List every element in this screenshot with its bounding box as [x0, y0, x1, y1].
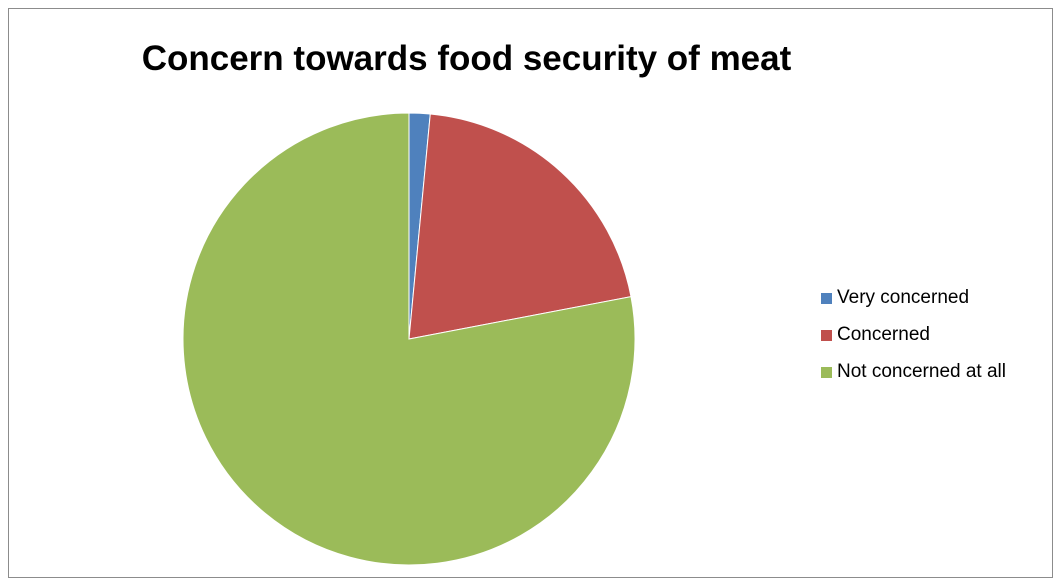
legend-label-not-concerned-at-all: Not concerned at all	[837, 361, 1006, 382]
legend-label-very-concerned: Very concerned	[837, 287, 970, 308]
legend-label-concerned: Concerned	[837, 324, 930, 345]
pie-chart	[182, 112, 636, 566]
legend-swatch-concerned	[821, 329, 832, 341]
legend-item-very-concerned: Very concerned	[821, 284, 1006, 312]
pie-slices	[182, 112, 636, 566]
chart-area: Concern towards food security of meat Ve…	[8, 8, 1053, 578]
legend-item-concerned: Concerned	[821, 321, 1006, 349]
chart-title: Concern towards food security of meat	[141, 39, 792, 78]
legend: Very concerned Concerned Not concerned a…	[821, 284, 1006, 395]
pie-slice-not-concerned-at-all	[182, 112, 636, 566]
legend-item-not-concerned-at-all: Not concerned at all	[821, 358, 1006, 386]
pie-slice-concerned	[408, 113, 632, 340]
legend-swatch-not-concerned-at-all	[821, 366, 832, 378]
legend-swatch-very-concerned	[821, 292, 832, 304]
